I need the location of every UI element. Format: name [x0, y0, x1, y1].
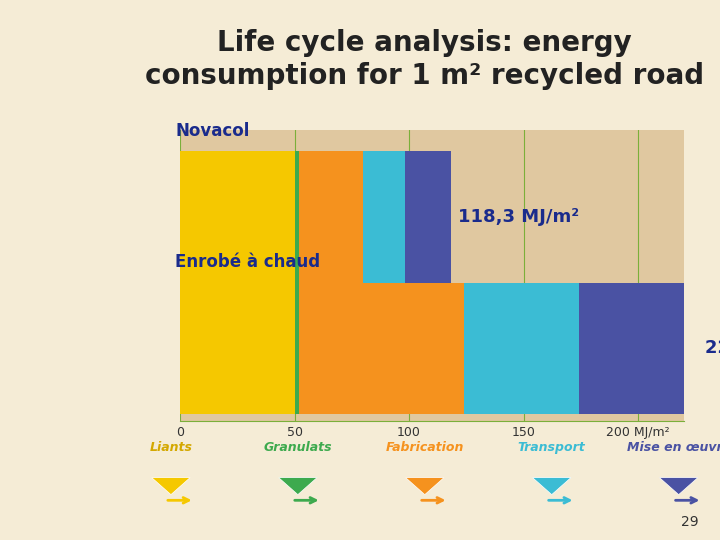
Text: Fabrication: Fabrication	[386, 441, 464, 454]
Text: 29: 29	[681, 515, 698, 529]
FancyBboxPatch shape	[299, 151, 364, 283]
FancyArrow shape	[533, 477, 571, 495]
Text: Novacol: Novacol	[176, 122, 250, 140]
Text: Life cycle analysis: energy
consumption for 1 m² recycled road: Life cycle analysis: energy consumption …	[145, 29, 704, 90]
FancyBboxPatch shape	[294, 151, 299, 283]
Text: 226,1 MJ/m²: 226,1 MJ/m²	[705, 339, 720, 357]
FancyArrow shape	[405, 477, 444, 495]
FancyArrow shape	[660, 477, 698, 495]
FancyArrow shape	[279, 477, 317, 495]
FancyBboxPatch shape	[180, 283, 294, 414]
Text: Liants: Liants	[150, 441, 192, 454]
FancyBboxPatch shape	[180, 151, 294, 283]
Text: Transport: Transport	[518, 441, 585, 454]
FancyBboxPatch shape	[579, 283, 698, 414]
Text: Enrobé à chaud: Enrobé à chaud	[176, 253, 320, 271]
Text: Granulats: Granulats	[264, 441, 332, 454]
FancyBboxPatch shape	[299, 283, 464, 414]
FancyArrow shape	[152, 477, 190, 495]
FancyBboxPatch shape	[464, 283, 579, 414]
Text: 118,3 MJ/m²: 118,3 MJ/m²	[458, 208, 579, 226]
FancyBboxPatch shape	[405, 151, 451, 283]
FancyBboxPatch shape	[294, 283, 299, 414]
Text: Mise en œuvre: Mise en œuvre	[626, 441, 720, 454]
FancyBboxPatch shape	[364, 151, 405, 283]
